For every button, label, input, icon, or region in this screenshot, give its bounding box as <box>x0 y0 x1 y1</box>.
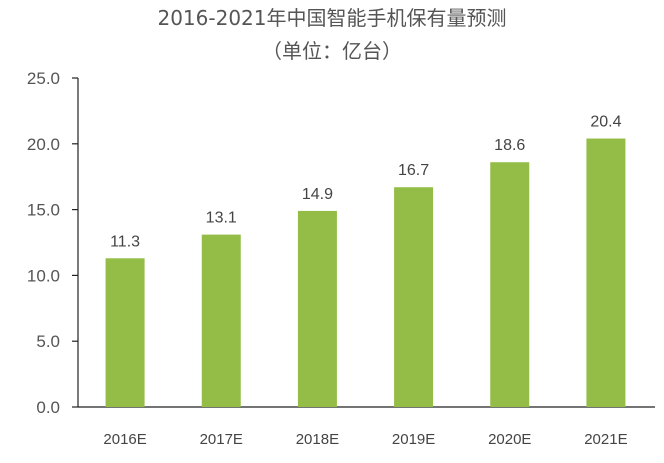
bar-value-label: 18.6 <box>494 137 525 154</box>
bar-value-label: 11.3 <box>110 233 140 250</box>
y-tick-label: 20.0 <box>27 135 60 154</box>
plot-area: 0.0 5.0 10.0 15.0 20.0 25.0 11.3 2016E 13.1 2017E… <box>27 69 655 448</box>
y-tick-label: 25.0 <box>27 69 60 88</box>
x-tick-label: 2016E <box>103 431 146 448</box>
bar-value-label: 13.1 <box>206 210 237 227</box>
x-tick-label: 2020E <box>488 431 531 448</box>
y-tick-label: 15.0 <box>27 201 60 220</box>
x-tick-label: 2021E <box>584 431 627 448</box>
x-tick-label: 2019E <box>392 431 435 448</box>
bar-value-label: 20.4 <box>590 114 621 131</box>
chart-title: 2016-2021年中国智能手机保有量预测 <box>157 6 506 30</box>
bar <box>297 210 337 407</box>
bar <box>201 234 241 407</box>
bar <box>586 138 626 407</box>
x-tick-label: 2017E <box>200 431 243 448</box>
bar-value-label: 16.7 <box>398 162 429 179</box>
bar <box>105 258 145 407</box>
bar-value-label: 14.9 <box>302 186 333 203</box>
bar <box>394 187 434 407</box>
y-tick-label: 10.0 <box>27 266 60 285</box>
chart-subtitle: （单位：亿台） <box>262 39 402 63</box>
x-tick-label: 2018E <box>296 431 339 448</box>
bar <box>490 162 530 407</box>
y-tick-label: 0.0 <box>36 398 60 417</box>
y-tick-label: 5.0 <box>36 332 60 351</box>
